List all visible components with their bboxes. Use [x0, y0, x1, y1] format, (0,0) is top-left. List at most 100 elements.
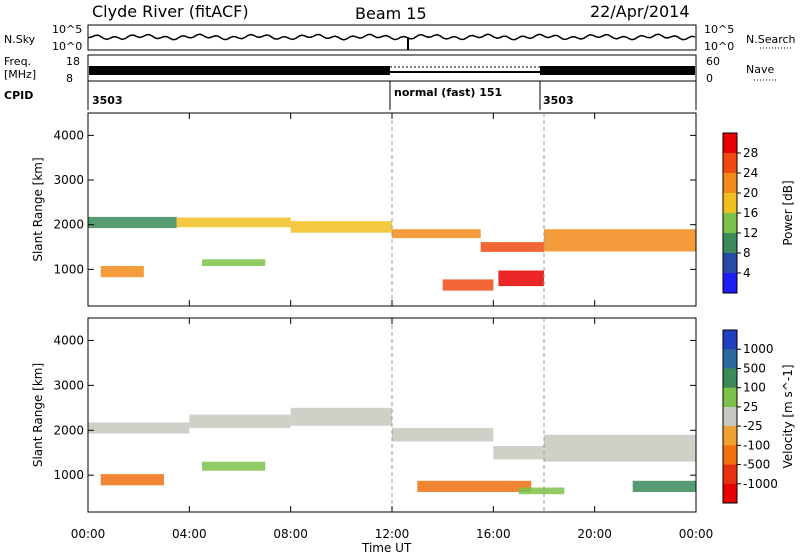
freq-label-1: Freq.: [4, 55, 31, 68]
colorbar-segment: [723, 406, 737, 427]
date-title: 22/Apr/2014: [590, 2, 690, 21]
nave-label: Nave: [746, 63, 774, 76]
cpid-segment-1: 3503: [92, 94, 123, 107]
nave-tick-top: 60: [706, 55, 720, 68]
y-tick-label: 4000: [53, 128, 84, 142]
beam-title: Beam 15: [355, 4, 427, 23]
echo-band: [290, 221, 392, 233]
echo-band: [544, 434, 696, 462]
y-tick-label: 2000: [53, 218, 84, 232]
echo-band: [100, 474, 164, 486]
x-tick-label: 20:00: [577, 527, 612, 541]
cpid-segment-2: normal (fast) 151: [394, 86, 502, 99]
echo-band: [392, 229, 481, 239]
echo-band: [88, 216, 177, 229]
y-tick-label: 4000: [53, 333, 84, 347]
echo-band: [544, 229, 696, 252]
nsearch-tick-top: 10^5: [704, 23, 734, 36]
nsky-panel: [87, 24, 697, 51]
nsky-label: N.Sky: [4, 33, 36, 46]
colorbar-label: Velocity [m s^-1]: [781, 364, 795, 468]
echo-band: [442, 279, 494, 291]
echo-band: [392, 428, 494, 442]
echo-band: [518, 487, 565, 495]
echo-band: [202, 461, 266, 471]
nsky-trace: [88, 33, 696, 41]
y-axis-label: Slant Range [km]: [31, 157, 45, 261]
nsearch-tick-bottom: 10^0: [704, 40, 734, 53]
station-title: Clyde River (fitACF): [92, 2, 249, 21]
colorbar-tick-label: -100: [743, 438, 770, 452]
echo-band: [493, 446, 544, 460]
echo-band: [100, 266, 144, 278]
y-tick-label: 2000: [53, 423, 84, 437]
x-tick-label: 08:00: [273, 527, 308, 541]
freq-panel: [87, 54, 697, 82]
colorbar-segment: [723, 233, 737, 254]
power-panel: 1000 2000 3000 4000 Slant Range [km] 4 8 12 16 20…: [31, 112, 795, 307]
cpid-label: CPID: [4, 89, 33, 102]
y-tick-label: 1000: [53, 468, 84, 482]
y-tick-label: 3000: [53, 173, 84, 187]
colorbar-segment: [723, 273, 737, 294]
colorbar-segment: [723, 173, 737, 194]
velocity-panel: 1000 2000 3000 4000 00:00 04:00 08:00 12:00 16:0…: [31, 317, 795, 541]
colorbar-tick-label: 28: [743, 146, 758, 160]
colorbar-segment: [723, 253, 737, 274]
colorbar-tick-label: 25: [743, 400, 758, 414]
nave-tick-bottom: 0: [706, 72, 713, 85]
cpid-segment-3: 3503: [543, 94, 574, 107]
freq-label-2: [MHz]: [4, 68, 36, 81]
colorbar-segment: [723, 133, 737, 154]
echo-band: [498, 270, 544, 287]
echo-band: [202, 259, 266, 266]
freq-tick-top: 18: [66, 55, 80, 68]
nsky-tick-top: 10^5: [52, 23, 82, 36]
colorbar-segment: [723, 330, 737, 350]
freq-band-2: [390, 71, 540, 73]
colorbar-tick-label: 500: [743, 361, 766, 375]
colorbar-tick-label: -1000: [743, 477, 778, 491]
colorbar-tick-label: 20: [743, 186, 758, 200]
colorbar-segment: [723, 387, 737, 408]
y-axis-label: Slant Range [km]: [31, 363, 45, 467]
nsearch-label: N.Search: [746, 33, 796, 46]
x-tick-label: 00:00: [679, 527, 714, 541]
colorbar-tick-label: 100: [743, 381, 766, 395]
x-tick-label: 04:00: [172, 527, 207, 541]
colorbar-segment: [723, 193, 737, 214]
echo-band: [417, 480, 532, 492]
y-tick-label: 1000: [53, 262, 84, 276]
y-tick-label: 3000: [53, 378, 84, 392]
echo-band: [290, 407, 392, 426]
echo-band: [189, 414, 291, 429]
colorbar-segment: [723, 153, 737, 174]
colorbar-tick-label: 12: [743, 226, 758, 240]
x-tick-label: 12:00: [375, 527, 410, 541]
freq-band-3: [540, 66, 695, 75]
x-tick-label: 00:00: [71, 527, 106, 541]
echo-band: [480, 242, 544, 252]
colorbar-label: Power [dB]: [781, 180, 795, 245]
echo-band: [632, 480, 696, 492]
colorbar-segment: [723, 445, 737, 465]
colorbar-segment: [723, 483, 737, 504]
colorbar-tick-label: -500: [743, 458, 770, 472]
colorbar-segment: [723, 464, 737, 485]
colorbar-segment: [723, 426, 737, 446]
colorbar-tick-label: 8: [743, 246, 751, 260]
colorbar-segment: [723, 213, 737, 234]
colorbar-frame: [722, 329, 738, 504]
freq-band-1: [89, 66, 390, 75]
colorbar-tick-label: 16: [743, 206, 758, 220]
colorbar-tick-label: 24: [743, 166, 758, 180]
x-tick-label: 16:00: [476, 527, 511, 541]
freq-tick-bottom: 8: [66, 72, 73, 85]
colorbar-tick-label: 1000: [743, 342, 774, 356]
time-axis-label: Time UT: [361, 541, 412, 554]
colorbar-segment: [723, 349, 737, 369]
echo-band: [176, 217, 291, 228]
nsky-tick-bottom: 10^0: [52, 40, 82, 53]
colorbar-tick-label: -25: [743, 419, 763, 433]
